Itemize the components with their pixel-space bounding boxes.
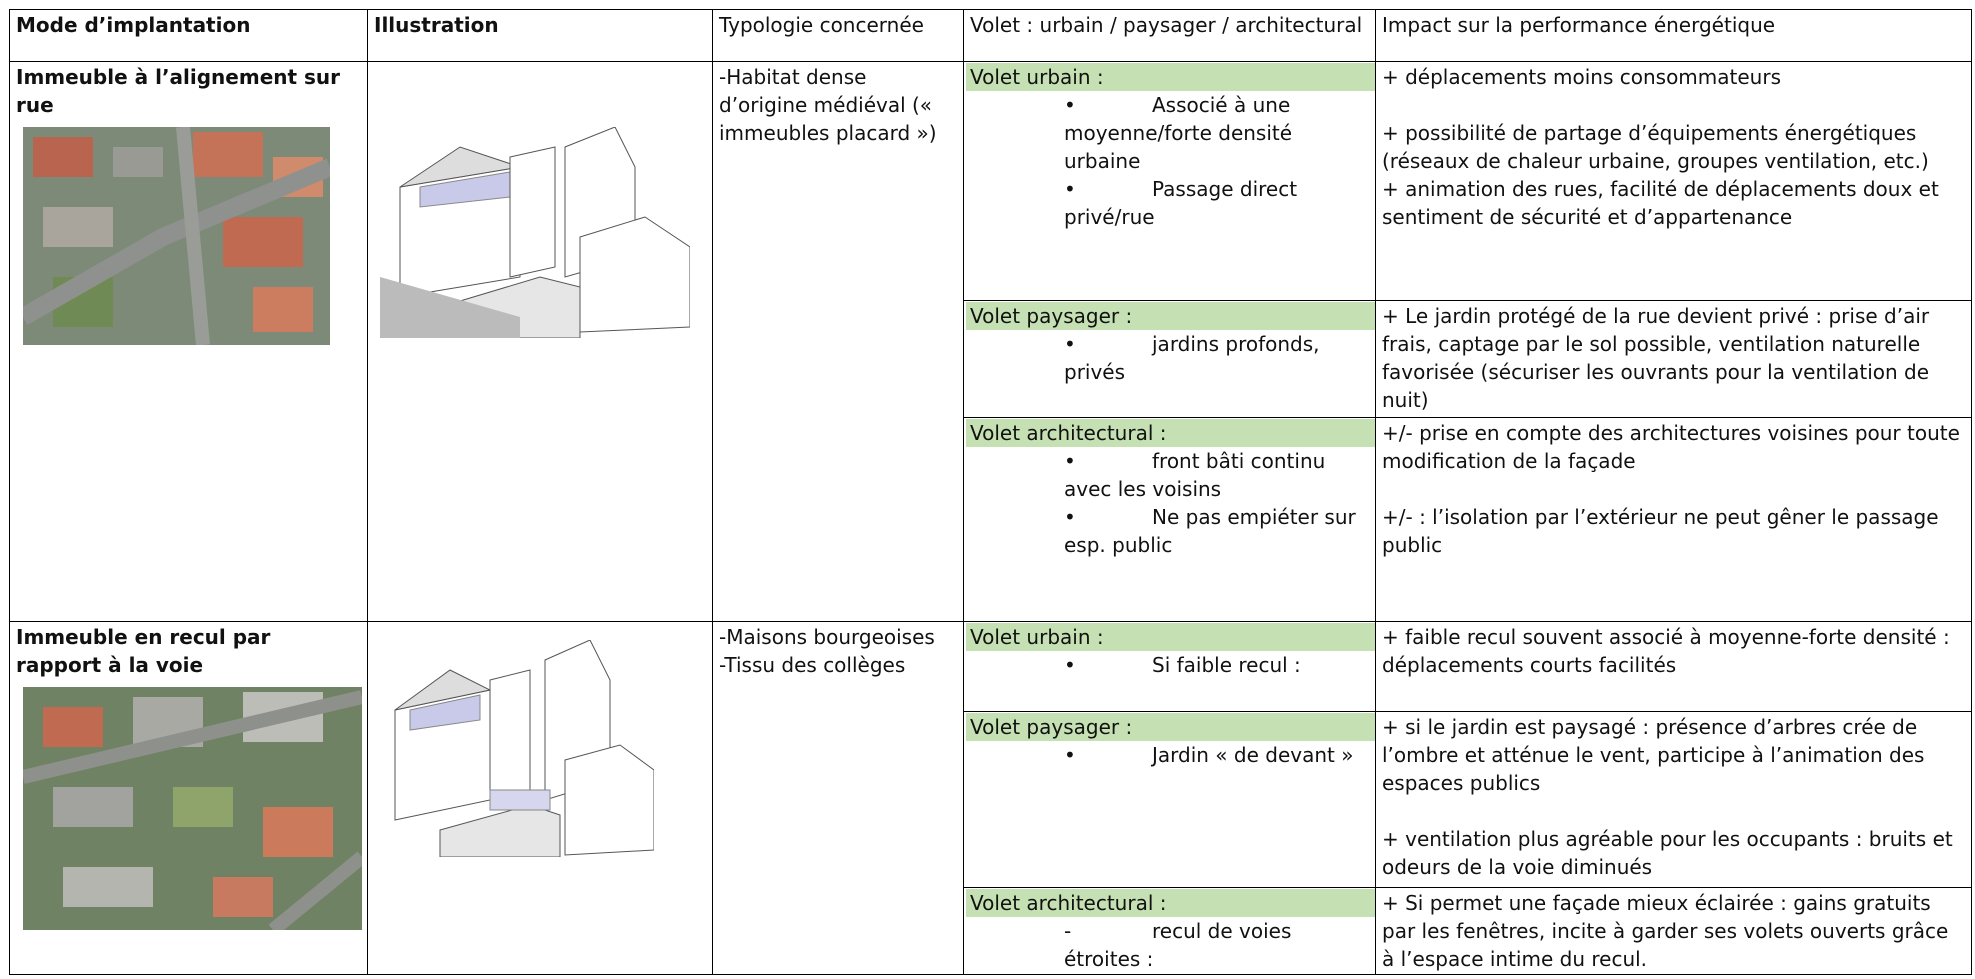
sketch-illustration xyxy=(380,127,690,338)
volet-label: Volet architectural : xyxy=(966,419,1375,447)
impact-text: + animation des rues, facilité de déplac… xyxy=(1382,177,1939,229)
bullet-item: • front bâti continu avec les voisins xyxy=(970,447,1369,503)
bullet-item: • Si faible recul : xyxy=(970,651,1369,679)
mode-text: Immeuble en recul par rapport à la voie xyxy=(16,625,271,677)
table: Mode d’implantation Illustration Typologie… xyxy=(9,9,1972,975)
impact-cell: + déplacements moins consommateurs + poss… xyxy=(1375,61,1972,301)
header-cell: Mode d’implantation xyxy=(9,9,368,62)
table-row: Volet architectural : • front bâti continu… xyxy=(10,417,1972,622)
bullet-item: • Ne pas empiéter sur esp. public xyxy=(970,503,1369,559)
volet-cell: Volet paysager : • Jardin « de devant » xyxy=(963,711,1376,888)
impact-text: + Si permet une façade mieux éclairée : … xyxy=(1382,891,1949,971)
volet-cell: Volet urbain : • Si faible recul : xyxy=(963,621,1376,712)
sketch-illustration xyxy=(394,640,654,857)
typologie-text: -Maisons bourgeoises xyxy=(719,625,935,649)
impact-text: + faible recul souvent associé à moyenne… xyxy=(1382,625,1950,677)
bullet-marker: • xyxy=(1064,653,1076,677)
bullet-item: • Passage direct privé/rue xyxy=(970,175,1369,231)
typologie-text: -Tissu des collèges xyxy=(719,653,906,677)
table-row: Volet architectural : - recul de voies étr… xyxy=(10,887,1972,975)
bullet-text: front bâti continu avec les voisins xyxy=(1064,449,1326,501)
bullet-item: • Jardin « de devant » xyxy=(970,741,1369,769)
header-cell: Typologie concernée xyxy=(712,9,964,62)
aerial-photo xyxy=(23,127,330,345)
impact-text: + ventilation plus agréable pour les occ… xyxy=(1382,827,1953,879)
table-row: Volet paysager : • jardins profonds, privé… xyxy=(10,300,1972,418)
bullet-text: Si faible recul : xyxy=(1152,653,1301,677)
volet-cell: Volet paysager : • jardins profonds, privé… xyxy=(963,300,1376,418)
impact-text: + possibilité de partage d’équipements é… xyxy=(1382,121,1929,173)
typologie-text: -Habitat dense d’origine médiéval (« imm… xyxy=(719,65,937,145)
impact-text: +/- prise en compte des architectures vo… xyxy=(1382,421,1960,473)
bullet-text: jardins profonds, privés xyxy=(1064,332,1320,384)
bullet-text: recul de voies étroites : xyxy=(1064,919,1292,971)
bullet-text: Ne pas empiéter sur esp. public xyxy=(1064,505,1356,557)
bullet-marker: • xyxy=(1064,743,1076,767)
bullet-marker: • xyxy=(1064,177,1076,201)
mode-text: Immeuble à l’alignement sur rue xyxy=(16,65,341,117)
volet-cell: Volet urbain : • Associé à une moyenne/for… xyxy=(963,61,1376,301)
bullet-item: • Associé à une moyenne/forte densité urb… xyxy=(970,91,1369,175)
impact-cell: + si le jardin est paysagé : présence d’… xyxy=(1375,711,1972,888)
impact-text: + Le jardin protégé de la rue devient pr… xyxy=(1382,304,1930,412)
volet-cell: Volet architectural : • front bâti continu… xyxy=(963,417,1376,622)
volet-label: Volet urbain : xyxy=(966,623,1375,651)
impact-cell: + faible recul souvent associé à moyenne… xyxy=(1375,621,1972,712)
volet-label: Volet paysager : xyxy=(966,713,1375,741)
bullet-marker: • xyxy=(1064,505,1076,529)
bullet-text: Jardin « de devant » xyxy=(1152,743,1354,767)
bullet-item: - recul de voies étroites : xyxy=(970,917,1369,973)
header-cell: Volet : urbain / paysager / architectura… xyxy=(963,9,1376,62)
impact-cell: +/- prise en compte des architectures vo… xyxy=(1375,417,1972,622)
volet-label: Volet urbain : xyxy=(966,63,1375,91)
document: Mode d’implantation Illustration Typologie… xyxy=(9,9,1972,975)
bullet-item: • jardins profonds, privés xyxy=(970,330,1369,386)
volet-label: Volet paysager : xyxy=(966,302,1375,330)
bullet-marker: • xyxy=(1064,332,1076,356)
typologie-cell: -Habitat dense d’origine médiéval (« imm… xyxy=(712,61,964,622)
header-cell: Illustration xyxy=(367,9,713,62)
impact-cell: + Le jardin protégé de la rue devient pr… xyxy=(1375,300,1972,418)
impact-text: +/- : l’isolation par l’extérieur ne peu… xyxy=(1382,505,1939,557)
impact-cell: + Si permet une façade mieux éclairée : … xyxy=(1375,887,1972,975)
impact-text: + déplacements moins consommateurs xyxy=(1382,65,1781,89)
volet-label: Volet architectural : xyxy=(966,889,1375,917)
bullet-text: Passage direct privé/rue xyxy=(1064,177,1298,229)
impact-text: + si le jardin est paysagé : présence d’… xyxy=(1382,715,1925,795)
header-cell: Impact sur la performance énergétique xyxy=(1375,9,1972,62)
typologie-cell: -Maisons bourgeoises -Tissu des collèges xyxy=(712,621,964,975)
header-row: Mode d’implantation Illustration Typologie… xyxy=(9,9,1972,62)
volet-cell: Volet architectural : - recul de voies étr… xyxy=(963,887,1376,975)
bullet-text: Associé à une moyenne/forte densité urba… xyxy=(1064,93,1293,173)
aerial-photo xyxy=(23,687,362,930)
bullet-marker: • xyxy=(1064,449,1076,473)
bullet-marker: - xyxy=(1064,919,1072,943)
bullet-marker: • xyxy=(1064,93,1076,117)
